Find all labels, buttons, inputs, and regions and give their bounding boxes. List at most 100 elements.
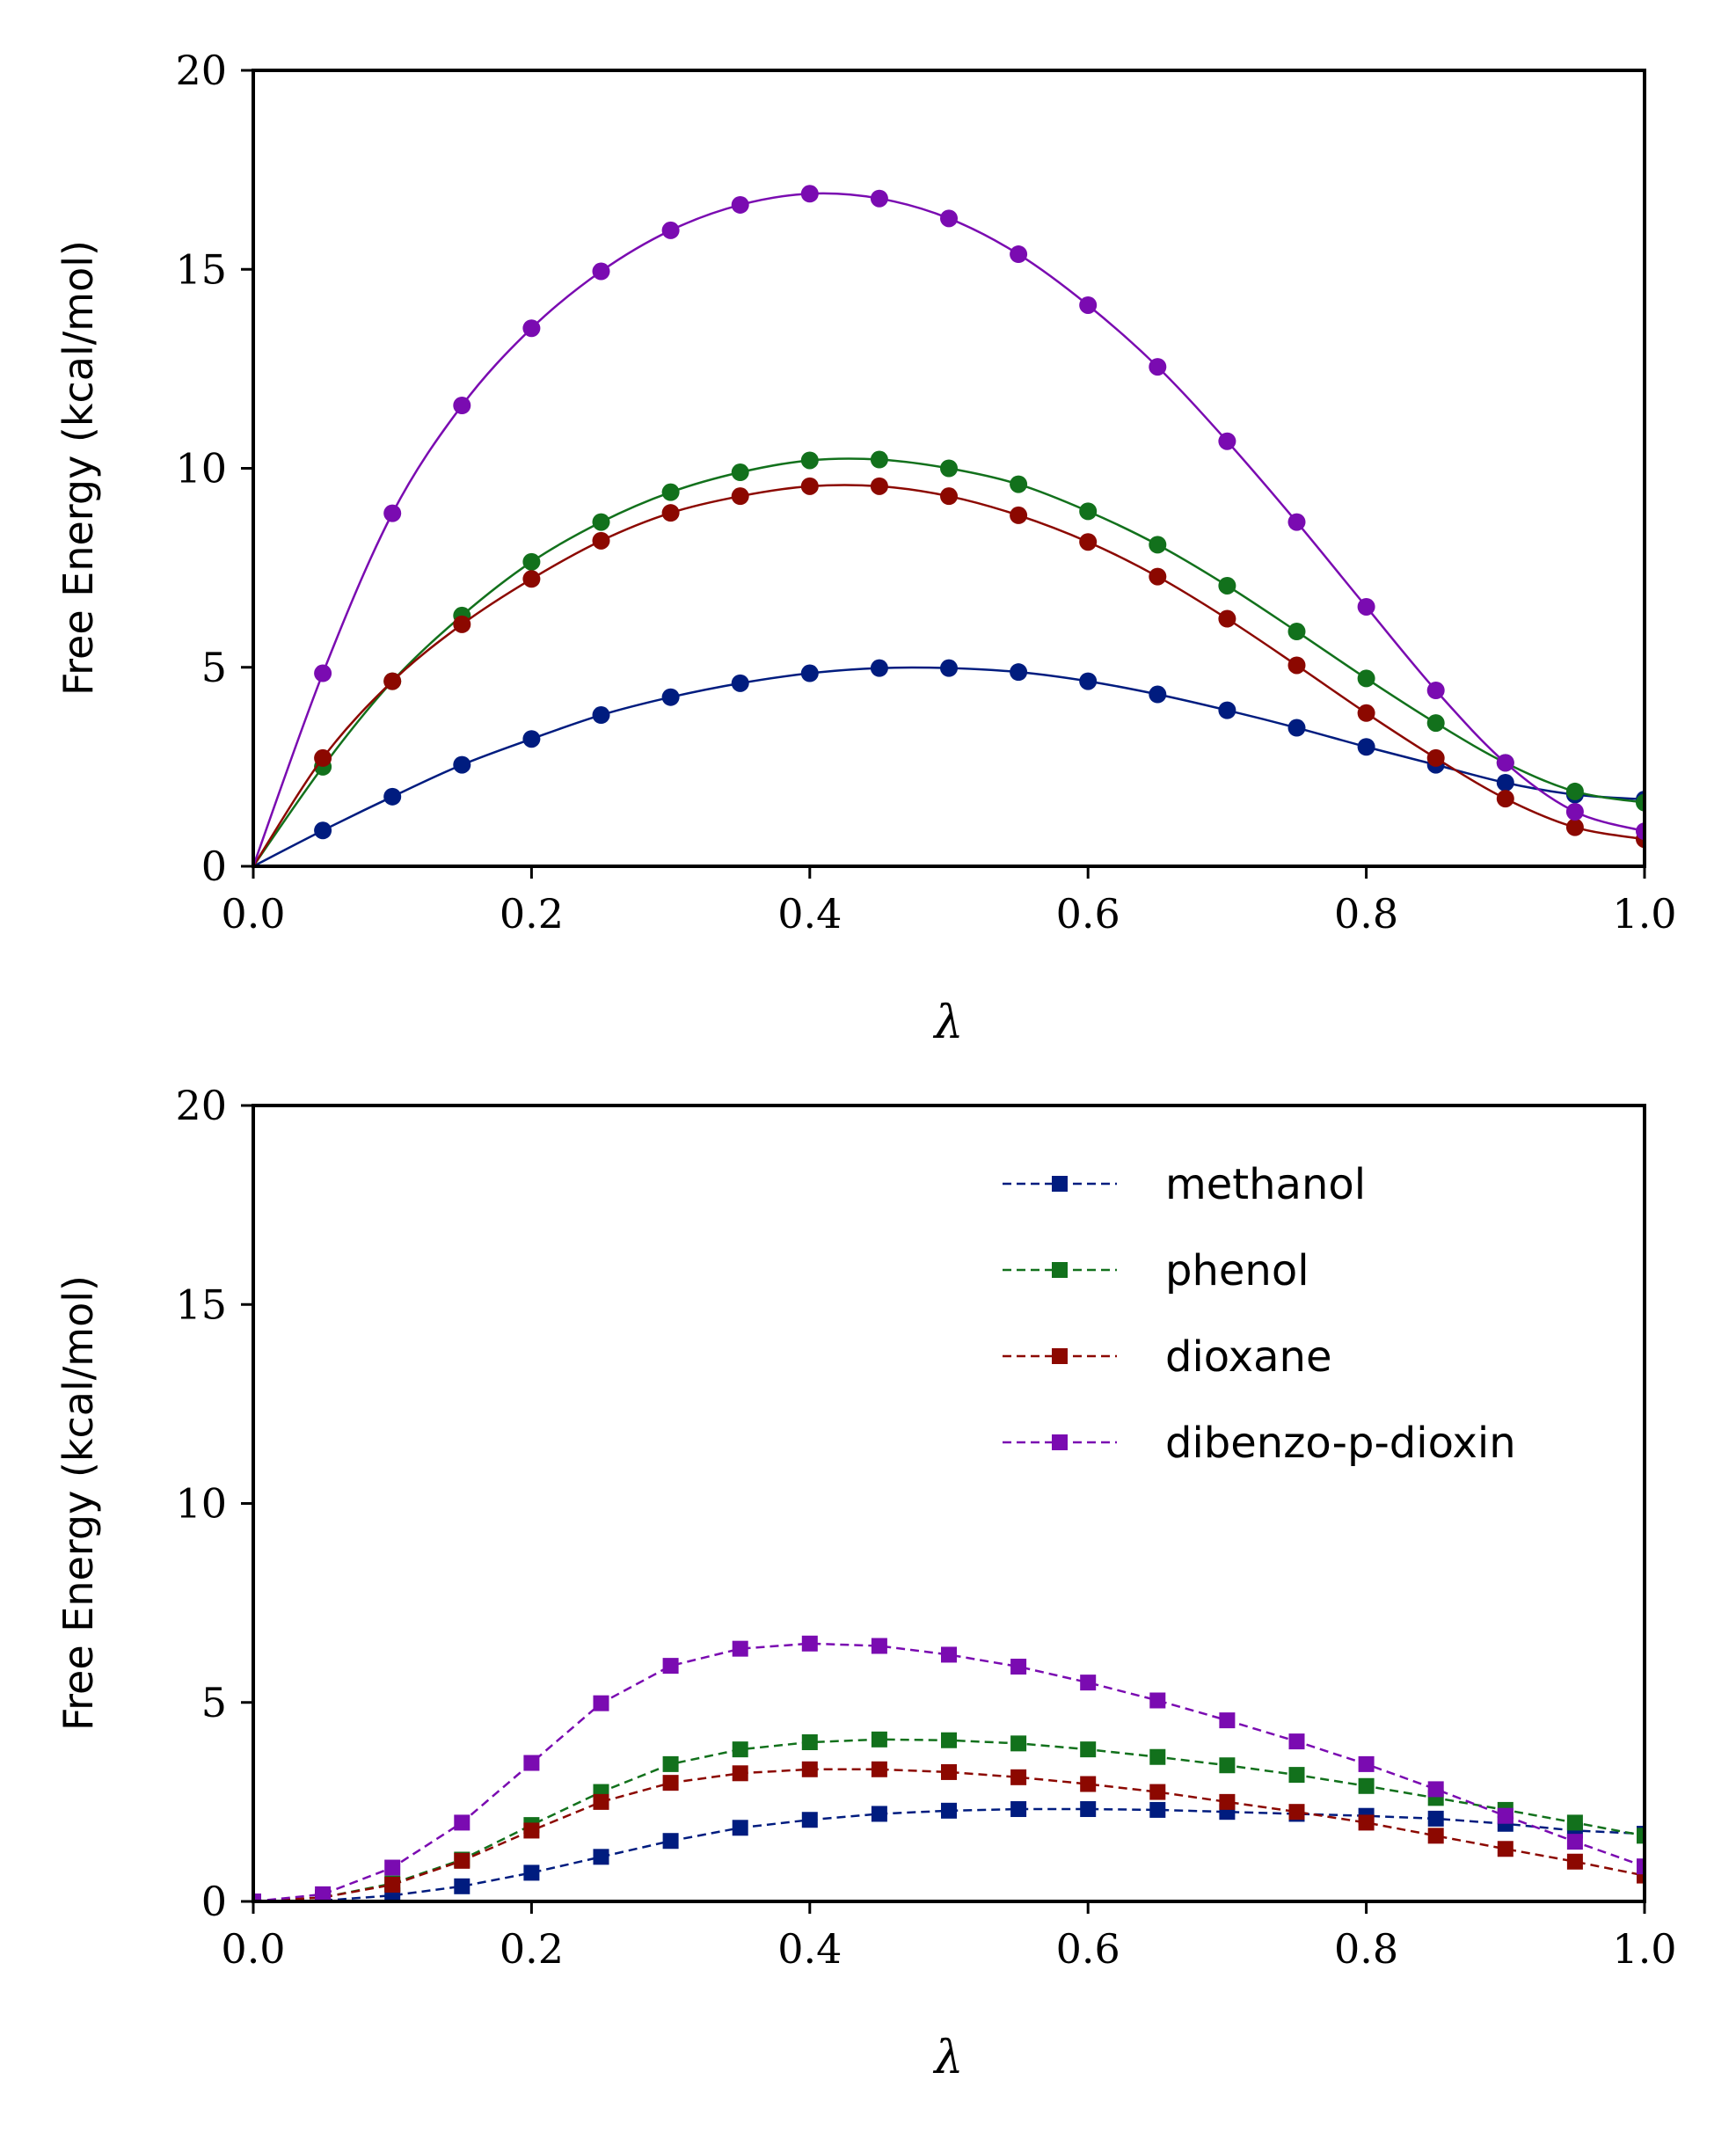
- bottom-point-dibenzo-p-dioxin: [1080, 1675, 1097, 1691]
- top-point-dibenzo-p-dioxin: [592, 262, 610, 281]
- top-point-methanol: [453, 755, 471, 774]
- bottom-y-tick-label: 15: [175, 1281, 227, 1328]
- bottom-point-dibenzo-p-dioxin: [1497, 1807, 1514, 1824]
- bottom-point-methanol: [871, 1806, 887, 1822]
- bottom-point-phenol: [662, 1755, 679, 1772]
- top-point-phenol: [1565, 782, 1584, 800]
- bottom-x-axis-title: λ: [933, 2032, 964, 2084]
- bottom-point-methanol: [662, 1833, 679, 1850]
- bottom-point-phenol: [1080, 1741, 1097, 1758]
- bottom-point-dibenzo-p-dioxin: [1637, 1858, 1645, 1875]
- bottom-point-phenol: [1219, 1757, 1236, 1774]
- top-x-tick-label: 1.0: [1612, 890, 1676, 938]
- top-point-methanol: [1357, 738, 1375, 756]
- bottom-point-methanol: [732, 1820, 748, 1836]
- top-point-dibenzo-p-dioxin: [1079, 296, 1098, 314]
- bottom-point-methanol: [1427, 1810, 1444, 1827]
- top-series-dioxane: [253, 477, 1645, 866]
- top-point-methanol: [661, 688, 680, 706]
- bottom-y-axis-title: Free Energy (kcal/mol): [55, 1275, 102, 1731]
- bottom-point-dioxane: [662, 1775, 679, 1791]
- bottom-point-dibenzo-p-dioxin: [871, 1638, 887, 1654]
- bottom-point-dibenzo-p-dioxin: [1427, 1781, 1444, 1798]
- bottom-point-dibenzo-p-dioxin: [1358, 1755, 1375, 1772]
- top-x-tick-label: 0.0: [221, 890, 285, 938]
- top-series-layer: [253, 185, 1645, 866]
- legend-entry-phenol: phenol: [1003, 1246, 1309, 1295]
- bottom-point-dibenzo-p-dioxin: [1149, 1692, 1166, 1709]
- top-point-methanol: [1149, 685, 1167, 704]
- top-point-dibenzo-p-dioxin: [1149, 358, 1167, 376]
- bottom-point-dioxane: [384, 1876, 401, 1893]
- legend-marker-methanol: [1052, 1176, 1068, 1192]
- bottom-point-dioxane: [1427, 1828, 1444, 1844]
- legend-entry-dibenzo-p-dioxin: dibenzo-p-dioxin: [1003, 1419, 1516, 1468]
- bottom-point-dioxane: [1219, 1793, 1236, 1810]
- bottom-point-phenol: [871, 1731, 887, 1748]
- top-point-dioxane: [383, 672, 402, 690]
- bottom-point-dibenzo-p-dioxin: [1566, 1834, 1583, 1850]
- top-series-methanol: [253, 659, 1645, 866]
- legend: methanol phenol dioxane dibenzo-p-dioxin: [1003, 1160, 1516, 1468]
- top-x-tick-label: 0.4: [777, 890, 842, 938]
- bottom-point-dibenzo-p-dioxin: [523, 1755, 540, 1771]
- top-point-dibenzo-p-dioxin: [1287, 513, 1306, 531]
- top-point-dibenzo-p-dioxin: [1496, 754, 1514, 772]
- bottom-series-layer: [253, 1635, 1645, 1901]
- top-point-phenol: [592, 513, 610, 531]
- top-y-tick-label: 20: [175, 47, 227, 94]
- top-point-dibenzo-p-dioxin: [522, 319, 541, 338]
- top-point-dibenzo-p-dioxin: [1426, 681, 1445, 699]
- top-point-phenol: [522, 552, 541, 571]
- bottom-point-phenol: [1566, 1814, 1583, 1831]
- bottom-x-tick-label: 1.0: [1612, 1925, 1676, 1973]
- top-point-dioxane: [1218, 609, 1236, 628]
- top-point-methanol: [731, 674, 749, 692]
- top-y-tick-label: 10: [175, 445, 227, 493]
- top-point-phenol: [1287, 623, 1306, 641]
- top-point-methanol: [940, 659, 958, 677]
- top-point-dibenzo-p-dioxin: [383, 504, 402, 522]
- top-point-phenol: [940, 459, 958, 478]
- bottom-point-dioxane: [1149, 1784, 1166, 1800]
- bottom-point-methanol: [1010, 1801, 1027, 1818]
- bottom-point-dioxane: [523, 1822, 540, 1839]
- bottom-point-methanol: [941, 1802, 957, 1819]
- top-point-dibenzo-p-dioxin: [453, 397, 471, 415]
- top-point-phenol: [1149, 536, 1167, 554]
- top-point-dibenzo-p-dioxin: [1357, 597, 1375, 616]
- top-point-phenol: [661, 483, 680, 501]
- bottom-point-methanol: [454, 1878, 470, 1894]
- top-x-tick-label: 0.8: [1334, 890, 1398, 938]
- top-point-dibenzo-p-dioxin: [731, 195, 749, 214]
- top-point-phenol: [1010, 475, 1028, 493]
- bottom-point-dibenzo-p-dioxin: [253, 1894, 261, 1901]
- bottom-point-dibenzo-p-dioxin: [732, 1640, 748, 1657]
- top-point-dibenzo-p-dioxin: [314, 664, 332, 682]
- top-x-tick-label: 0.2: [500, 890, 564, 938]
- top-point-dioxane: [592, 531, 610, 550]
- bottom-point-dioxane: [593, 1793, 609, 1810]
- bottom-point-methanol: [1149, 1801, 1166, 1818]
- top-line-dibenzo-p-dioxin: [253, 192, 1645, 866]
- top-point-phenol: [1426, 714, 1445, 733]
- top-point-dioxane: [1079, 533, 1098, 551]
- top-series-dibenzo-p-dioxin: [253, 185, 1645, 866]
- top-point-phenol: [1218, 576, 1236, 595]
- bottom-point-dioxane: [732, 1765, 748, 1782]
- top-point-dibenzo-p-dioxin: [1636, 822, 1645, 841]
- bottom-point-dibenzo-p-dioxin: [1010, 1659, 1027, 1675]
- top-point-dioxane: [731, 487, 749, 506]
- top-point-methanol: [383, 787, 402, 806]
- bottom-point-phenol: [1010, 1735, 1027, 1752]
- top-y-tick-label: 0: [201, 843, 227, 890]
- bottom-point-dibenzo-p-dioxin: [384, 1859, 401, 1876]
- top-point-phenol: [731, 463, 749, 482]
- bottom-point-dioxane: [801, 1761, 818, 1777]
- bottom-series-dibenzo-p-dioxin: [253, 1635, 1645, 1901]
- top-point-methanol: [592, 706, 610, 725]
- top-point-phenol: [1357, 669, 1375, 688]
- top-point-dibenzo-p-dioxin: [940, 209, 958, 228]
- legend-label-phenol: phenol: [1165, 1246, 1309, 1295]
